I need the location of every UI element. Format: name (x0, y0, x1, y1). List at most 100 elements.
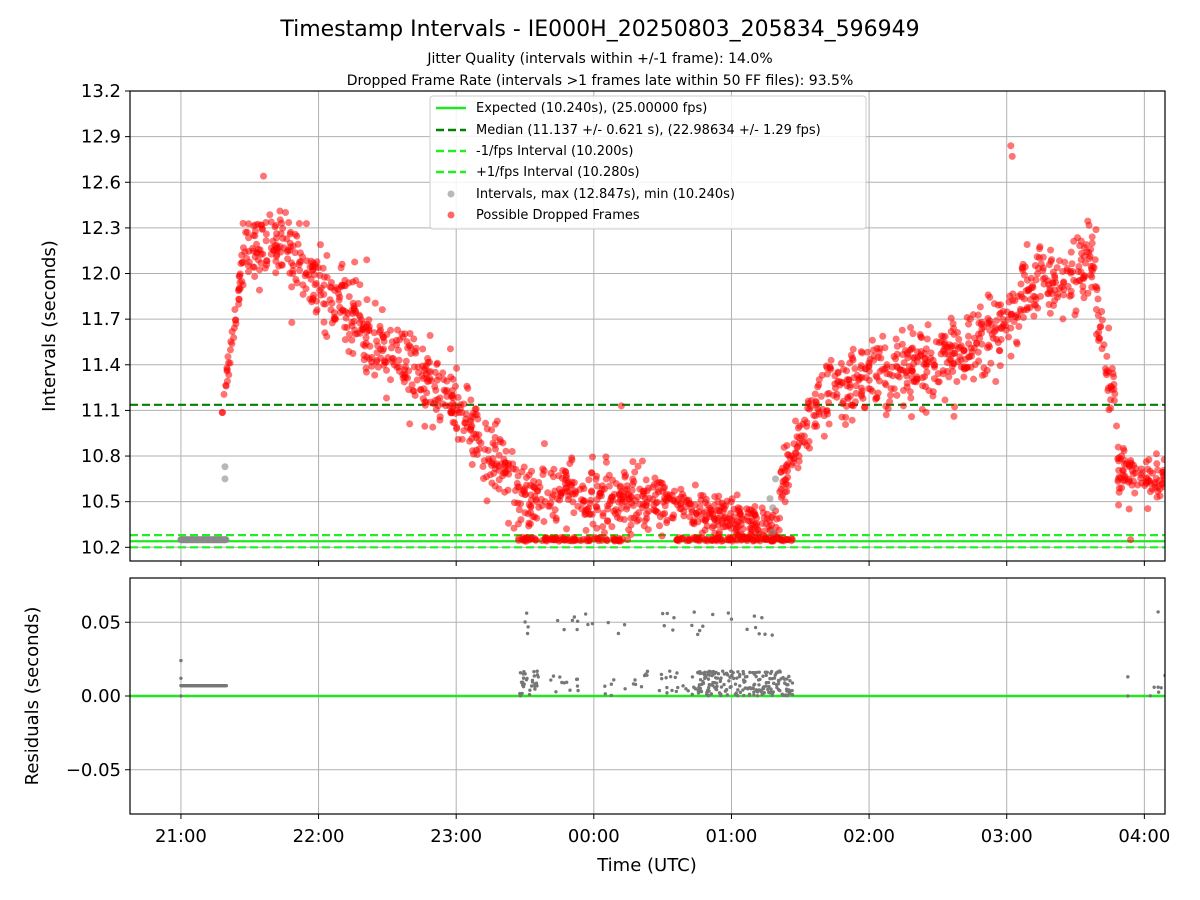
jitter-quality-subtitle: Jitter Quality (intervals within +/-1 fr… (426, 51, 772, 67)
residual-point (179, 694, 183, 698)
dropped-frame-point (540, 467, 548, 475)
residual-point (749, 686, 753, 691)
residual-point (702, 673, 707, 677)
residual-point (719, 685, 724, 689)
dropped-frame-point (1075, 262, 1083, 270)
y-tick-label: 12.9 (81, 127, 121, 148)
dropped-frame-point (404, 374, 412, 382)
dropped-frame-point (495, 451, 503, 459)
dropped-frame-point (564, 487, 572, 495)
dropped-frame-point (1084, 217, 1092, 225)
dropped-frame-point (759, 509, 767, 517)
dropped-frame-point (781, 498, 789, 506)
dropped-frame-point (950, 350, 958, 358)
legend-dropped-label: Possible Dropped Frames (476, 208, 640, 223)
dropped-frame-point (426, 331, 434, 339)
residual-point (520, 683, 525, 687)
dropped-frame-point (616, 515, 624, 523)
residual-point (575, 677, 580, 681)
dropped-frame-point (893, 391, 901, 399)
dropped-frame-point (725, 534, 733, 542)
dropped-frame-point (351, 258, 359, 266)
dropped-frame-point (451, 382, 459, 390)
dropped-frame-point (921, 373, 929, 381)
residual-point (790, 688, 794, 693)
dropped-frame-point (350, 302, 358, 310)
residual-point (1156, 685, 1160, 689)
dropped-frame-point (976, 303, 984, 311)
dropped-frame-point (826, 364, 834, 372)
dropped-frame-point (302, 220, 310, 228)
residual-point (716, 672, 721, 676)
residual-point (555, 618, 560, 623)
residual-point (570, 618, 575, 623)
dropped-frame-point (394, 326, 402, 334)
dropped-frame-point (311, 271, 319, 279)
dropped-frame-point (291, 249, 299, 257)
interval-point (221, 475, 229, 483)
dropped-frame-point (258, 225, 266, 233)
dropped-frame-point (1017, 280, 1025, 288)
dropped-frame-point (222, 382, 230, 390)
dropped-frame-point (556, 496, 564, 504)
dropped-frame-point (405, 342, 413, 350)
dropped-frame-point (886, 398, 894, 406)
residual-point (755, 694, 760, 698)
dropped-frame-point (262, 237, 270, 245)
dropped-frame-point (629, 502, 637, 510)
dropped-frame-point (862, 374, 870, 382)
dropped-frame-point (861, 404, 869, 412)
dropped-frame-point (1013, 340, 1021, 348)
dropped-frame-point (239, 244, 247, 252)
interval-point (771, 475, 779, 483)
dropped-frame-point (260, 172, 268, 180)
dropped-frame-point (225, 359, 233, 367)
dropped-frame-point (655, 522, 663, 530)
dropped-frame-point (289, 261, 297, 269)
dropped-frame-point (677, 485, 685, 493)
dropped-frame-point (373, 349, 381, 357)
y-tick-label: 12.6 (81, 172, 121, 193)
residual-point (684, 687, 688, 691)
dropped-frame-point (1102, 369, 1110, 377)
dropped-frame-point (321, 300, 329, 308)
dropped-frame-point (950, 360, 958, 368)
residual-point (733, 682, 738, 686)
dropped-frame-point (262, 230, 270, 238)
dropped-frame-point (524, 510, 532, 518)
dropped-frame-point (1120, 444, 1128, 452)
dropped-frame-point (475, 431, 483, 439)
y-tick-label: 12.0 (81, 264, 121, 285)
dropped-frame-point (935, 378, 943, 386)
dropped-frame-point (846, 392, 854, 400)
dropped-frame-point (504, 465, 512, 473)
dropped-frame-point (1105, 406, 1113, 414)
residual-point (777, 669, 782, 673)
residual-point (770, 693, 775, 698)
x-tick-label: 00:00 (568, 826, 620, 847)
residual-point (715, 676, 720, 680)
dropped-frame-point (362, 368, 370, 376)
dropped-frame-point (627, 493, 635, 501)
dropped-frame-point (561, 467, 569, 475)
dropped-frame-point (996, 362, 1004, 370)
residual-point (731, 676, 736, 681)
dropped-frame-point (257, 259, 265, 267)
dropped-frame-point (903, 383, 911, 391)
dropped-frame-point (776, 488, 784, 496)
dropped-frame-point (432, 386, 440, 394)
dropped-frame-point (1148, 469, 1156, 477)
residual-point (674, 689, 679, 694)
residual-point (722, 682, 726, 687)
dropped-frame-point (546, 502, 554, 510)
dropped-frame-point (909, 354, 917, 362)
dropped-frame-point (811, 390, 819, 398)
residual-point (790, 681, 795, 685)
dropped-frame-point (593, 496, 601, 504)
dropped-frame-point (401, 363, 409, 371)
dropped-frame-point (495, 476, 503, 484)
dropped-frame-point (256, 266, 264, 274)
dropped-frame-point (371, 299, 379, 307)
residuals-axes-frame (129, 577, 1166, 815)
residual-point (551, 674, 556, 678)
